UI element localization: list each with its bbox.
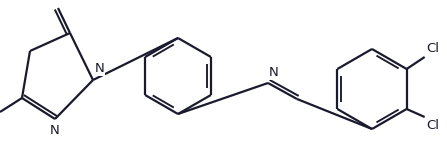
Text: N: N	[50, 124, 60, 137]
Text: N: N	[269, 66, 279, 79]
Text: Cl: Cl	[426, 119, 440, 132]
Text: O: O	[53, 0, 63, 2]
Text: N: N	[95, 62, 105, 75]
Text: Cl: Cl	[426, 42, 440, 55]
